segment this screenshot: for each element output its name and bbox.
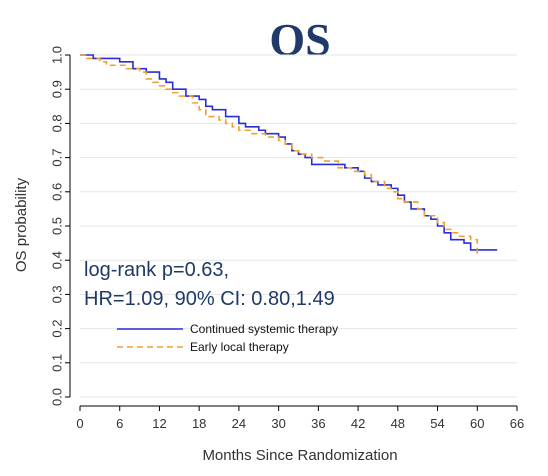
y-tick-label: 0.5 [50,217,65,235]
x-tick-label: 48 [391,416,405,431]
axes-layer [65,54,518,411]
y-tick-label: 1.0 [50,46,65,64]
hazard-ratio-annotation: HR=1.09, 90% CI: 0.80,1.49 [84,288,335,310]
legend-label-continued-systemic: Continued systemic therapy [190,322,338,336]
x-tick-label: 12 [152,416,166,431]
y-tick-label: 0.7 [50,149,65,167]
legend: Continued systemic therapy Early local t… [117,322,338,354]
y-tick-label: 0.8 [50,114,65,132]
x-tick-label: 66 [510,416,524,431]
x-axis-label: Months Since Randomization [202,447,397,464]
series-continued-systemic-curve [80,54,498,251]
legend-label-early-local: Early local therapy [190,340,289,354]
x-tick-label: 60 [470,416,484,431]
x-tick-label: 42 [351,416,365,431]
y-tick-label: 0.2 [50,320,65,338]
ticks-layer: 0.0 0.1 0.2 0.3 0.4 0.5 0.6 0.7 0.8 0.9 1.0 0 6 12 18 2… [50,46,525,431]
y-tick-label: 0.4 [50,251,65,269]
x-tick-label: 36 [311,416,325,431]
log-rank-annotation: log-rank p=0.63, [84,259,229,281]
x-tick-label: 6 [116,416,123,431]
x-tick-label: 24 [232,416,246,431]
y-tick-label: 0.6 [50,183,65,201]
y-axis-label: OS probability [13,177,30,272]
chart-title: OS [269,14,330,65]
series-early-local-curve [80,54,479,257]
x-tick-label: 30 [271,416,285,431]
grid-layer [80,54,517,398]
y-tick-label: 0.9 [50,80,65,98]
y-tick-label: 0.0 [50,388,65,406]
x-tick-label: 0 [76,416,83,431]
x-tick-label: 18 [192,416,206,431]
y-tick-label: 0.1 [50,354,65,372]
y-tick-label: 0.3 [50,285,65,303]
x-tick-label: 54 [430,416,444,431]
series-layer [80,54,498,257]
